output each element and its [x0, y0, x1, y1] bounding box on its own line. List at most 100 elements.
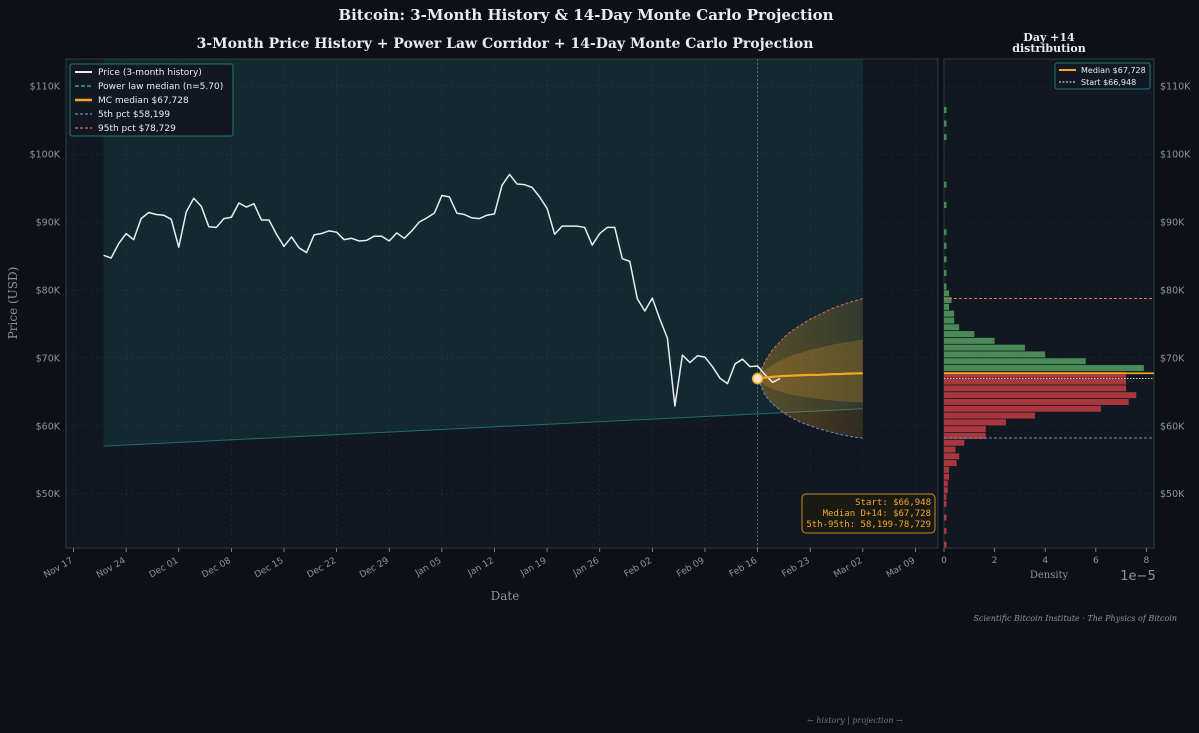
- hist-bar: [944, 365, 1144, 372]
- hist-x-tick-label: 0: [941, 556, 947, 566]
- hist-bar: [944, 392, 1137, 399]
- footer-hint: ← history | projection →: [807, 716, 903, 725]
- right-panel-title-line2: distribution: [1012, 42, 1085, 55]
- x-tick-label: Feb 09: [675, 556, 706, 580]
- y-tick-label: $50K: [36, 489, 61, 500]
- summary-box: Start: $66,948 Median D+14: $67,728 5th-…: [801, 493, 936, 534]
- y-tick-label: $60K: [36, 421, 61, 432]
- hist-bar: [944, 514, 947, 521]
- mc-median-line: [757, 372, 863, 380]
- hist-x-tick-label: 4: [1042, 556, 1048, 566]
- legend-p5: 5th pct $58,199: [98, 110, 170, 120]
- hist-bar: [944, 269, 947, 276]
- x-tick-label: Dec 29: [358, 556, 391, 581]
- hist-bar: [944, 432, 986, 439]
- hist-plot-area: [943, 58, 1155, 549]
- x-tick-label: Mar 09: [885, 556, 917, 580]
- x-tick-label: Nov 17: [42, 556, 75, 581]
- hist-legend-start: Start $66,948: [1081, 78, 1136, 87]
- legend-power-law: Power law median (n=5.70): [98, 82, 223, 92]
- left-panel-title: 3-Month Price History + Power Law Corrid…: [197, 36, 814, 52]
- fan-5-95-band: [757, 298, 863, 438]
- hist-x-tick-label: 2: [992, 556, 998, 566]
- x-tick-label: Mar 02: [832, 556, 864, 580]
- hist-bar: [944, 412, 1036, 419]
- main-plot-area: [65, 58, 939, 549]
- hist-legend-median: Median $67,728: [1081, 66, 1146, 75]
- hist-bar: [944, 494, 947, 501]
- p95-line: [757, 298, 863, 379]
- hist-bar: [944, 303, 950, 310]
- histogram: [944, 106, 1154, 548]
- hist-bar: [944, 120, 947, 127]
- y-tick-label: $90K: [36, 218, 61, 229]
- hist-y-tick-label: $80K: [1160, 285, 1185, 296]
- x-tick-label: Jan 12: [466, 556, 496, 579]
- hist-bar: [944, 242, 947, 249]
- hist-bar: [944, 371, 1127, 378]
- hist-bar: [944, 310, 955, 317]
- x-axis-label: Date: [491, 589, 520, 603]
- price-history-line: [103, 173, 781, 407]
- legend-p95: 95th pct $78,729: [98, 124, 176, 134]
- hist-x-tick-label: 8: [1144, 556, 1150, 566]
- hist-bar: [944, 541, 947, 548]
- hist-bar: [944, 439, 965, 446]
- hist-axis-multiplier: 1e−5: [1120, 569, 1155, 584]
- hist-bar: [944, 446, 956, 453]
- hist-x-axis-label: Density: [1030, 570, 1069, 581]
- x-tick-label: Jan 26: [571, 556, 602, 579]
- summary-range: 5th-95th: 58,199-78,729: [806, 520, 931, 530]
- x-tick-label: Nov 24: [95, 556, 128, 581]
- x-tick-label: Dec 15: [253, 556, 285, 581]
- y-tick-label: $110K: [30, 82, 61, 93]
- y-tick-label: $80K: [36, 285, 61, 296]
- x-tick-label: Jan 05: [413, 556, 443, 579]
- hist-bar: [944, 344, 1025, 351]
- x-tick-label: Feb 16: [728, 556, 759, 580]
- hist-x-tick-label: 6: [1093, 556, 1099, 566]
- hist-bar: [944, 358, 1086, 365]
- hist-bar: [944, 134, 947, 141]
- hist-bar: [944, 453, 960, 460]
- power-law-corridor: [103, 59, 863, 447]
- x-tick-label: Dec 01: [148, 556, 180, 581]
- hist-y-tick-label: $100K: [1160, 150, 1191, 161]
- hist-legend: Median $67,728 Start $66,948: [1054, 62, 1151, 90]
- hist-y-tick-label: $110K: [1160, 82, 1191, 93]
- hist-bar: [944, 337, 995, 344]
- fan-inner-band: [757, 339, 863, 403]
- hist-bar: [944, 405, 1101, 412]
- hist-bar: [944, 331, 975, 338]
- hist-bar: [944, 181, 947, 188]
- hist-bar: [944, 297, 952, 304]
- main-legend: Price (3-month history) Power law median…: [69, 63, 234, 137]
- hist-bar: [944, 385, 1127, 392]
- hist-bar: [944, 229, 947, 236]
- hist-y-tick-label: $90K: [1160, 218, 1185, 229]
- summary-median: Median D+14: $67,728: [823, 509, 931, 519]
- hist-bar: [944, 460, 957, 467]
- hist-bar: [944, 466, 950, 473]
- hist-bar: [944, 480, 948, 487]
- y-axis-label: Price (USD): [6, 267, 20, 340]
- p5-line: [757, 378, 863, 439]
- hist-y-tick-label: $50K: [1160, 489, 1185, 500]
- summary-start: Start: $66,948: [855, 498, 931, 508]
- right-panel-title-line1: Day +14: [1023, 31, 1075, 44]
- y-tick-label: $100K: [30, 150, 61, 161]
- hist-bar: [944, 351, 1046, 358]
- hist-bar: [944, 426, 986, 433]
- x-tick-label: Feb 23: [781, 556, 812, 580]
- hist-bar: [944, 473, 950, 480]
- y-tick-label: $70K: [36, 353, 61, 364]
- hist-bar: [944, 378, 1127, 385]
- hist-bar: [944, 290, 950, 297]
- hist-bar: [944, 283, 947, 290]
- hist-bar: [944, 202, 947, 209]
- hist-bar: [944, 106, 947, 113]
- power-law-median-line: [103, 408, 863, 447]
- hist-y-tick-label: $60K: [1160, 421, 1185, 432]
- legend-price: Price (3-month history): [98, 68, 202, 78]
